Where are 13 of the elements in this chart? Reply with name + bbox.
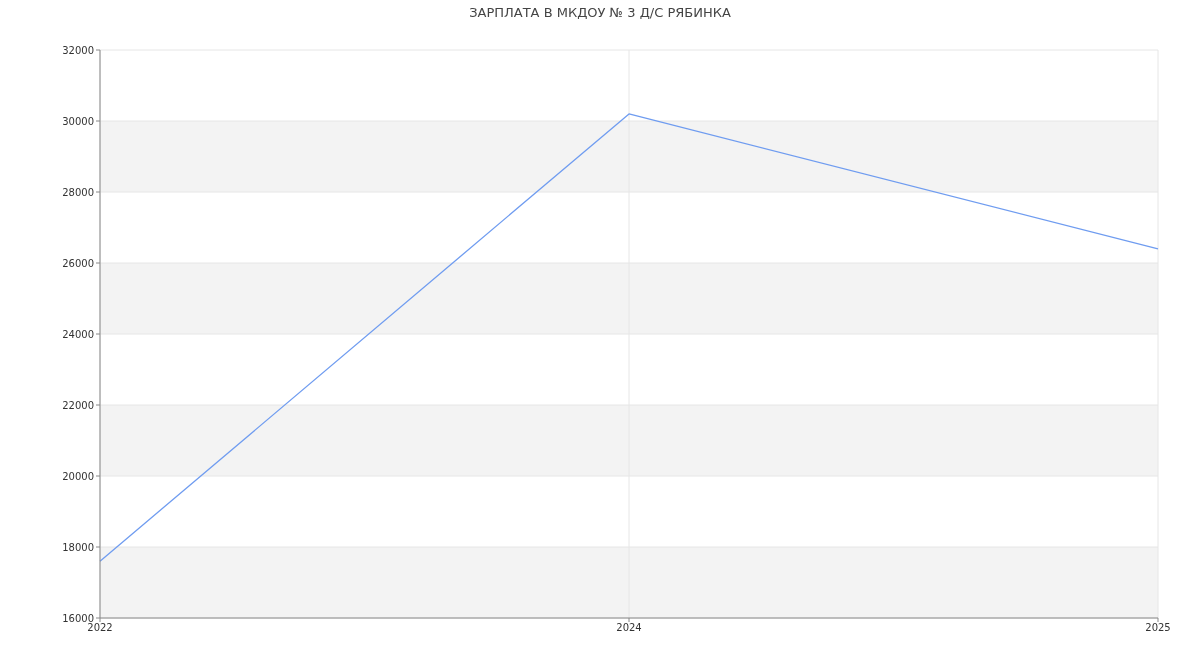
y-tick-label: 20000 [62,470,94,482]
y-tick-label: 16000 [62,612,94,624]
y-tick-label: 22000 [62,399,94,411]
y-tick-label: 24000 [62,328,94,340]
y-tick-label: 26000 [62,257,94,269]
y-tick-label: 32000 [62,44,94,56]
y-tick-label: 28000 [62,186,94,198]
y-tick-label: 18000 [62,541,94,553]
x-tick-label: 2024 [616,622,642,634]
chart-title: ЗАРПЛАТА В МКДОУ № 3 Д/С РЯБИНКА [468,5,732,22]
x-tick-label: 2025 [1145,622,1171,634]
x-tick-label: 2022 [87,622,113,634]
y-tick-label: 30000 [62,115,94,127]
